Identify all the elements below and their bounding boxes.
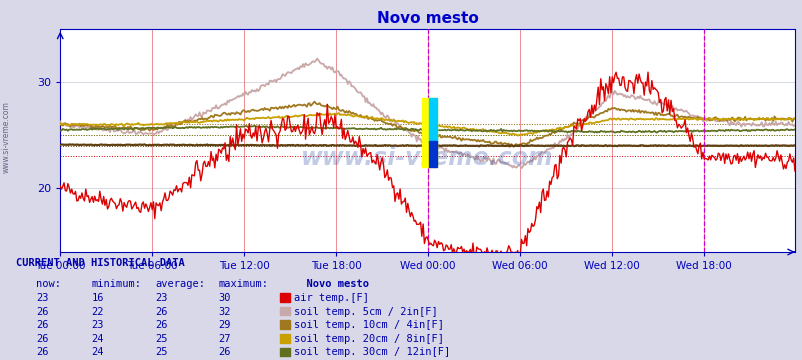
Bar (280, 320, 290, 329)
Text: soil temp. 5cm / 2in[F]: soil temp. 5cm / 2in[F] (294, 307, 437, 317)
Text: 26: 26 (36, 347, 48, 357)
Text: 22: 22 (91, 307, 104, 317)
Text: CURRENT AND HISTORICAL DATA: CURRENT AND HISTORICAL DATA (16, 258, 184, 268)
Text: 24: 24 (91, 347, 104, 357)
Text: air temp.[F]: air temp.[F] (294, 293, 369, 303)
Text: 26: 26 (36, 307, 48, 317)
Text: soil temp. 20cm / 8in[F]: soil temp. 20cm / 8in[F] (294, 334, 444, 344)
Text: soil temp. 30cm / 12in[F]: soil temp. 30cm / 12in[F] (294, 347, 450, 357)
Text: 16: 16 (91, 293, 104, 303)
Text: minimum:: minimum: (91, 279, 141, 289)
Text: 26: 26 (155, 307, 168, 317)
Bar (421, 98, 436, 167)
Text: Novo mesto: Novo mesto (294, 279, 369, 289)
Text: 23: 23 (91, 320, 104, 330)
Bar (280, 293, 290, 302)
Text: 23: 23 (36, 293, 48, 303)
Bar (428, 98, 436, 143)
Text: soil temp. 10cm / 4in[F]: soil temp. 10cm / 4in[F] (294, 320, 444, 330)
Text: www.si-vreme.com: www.si-vreme.com (2, 101, 11, 173)
Text: maximum:: maximum: (218, 279, 269, 289)
Bar (280, 307, 290, 315)
Text: 26: 26 (36, 320, 48, 330)
Bar (280, 348, 290, 356)
Text: 25: 25 (155, 334, 168, 344)
Text: 26: 26 (218, 347, 231, 357)
Title: Novo mesto: Novo mesto (376, 11, 478, 26)
Text: now:: now: (36, 279, 61, 289)
Text: 25: 25 (155, 347, 168, 357)
Bar (428, 141, 436, 167)
Text: 27: 27 (218, 334, 231, 344)
Text: 32: 32 (218, 307, 231, 317)
Text: 24: 24 (91, 334, 104, 344)
Text: 26: 26 (36, 334, 48, 344)
Text: 26: 26 (155, 320, 168, 330)
Text: 29: 29 (218, 320, 231, 330)
Text: 30: 30 (218, 293, 231, 303)
Text: average:: average: (155, 279, 205, 289)
Bar (280, 334, 290, 343)
Text: 23: 23 (155, 293, 168, 303)
Text: www.si-vreme.com: www.si-vreme.com (301, 146, 553, 170)
